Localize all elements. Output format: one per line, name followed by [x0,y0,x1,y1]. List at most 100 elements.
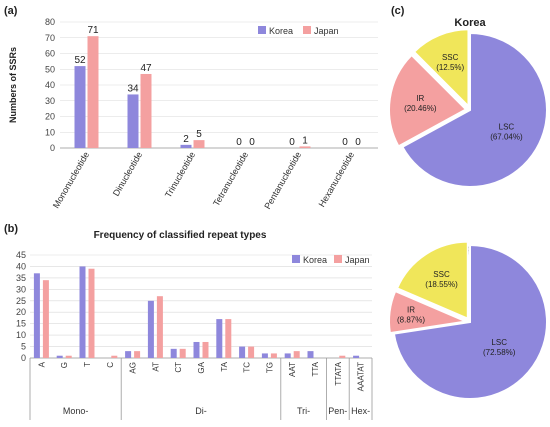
data-label-japan: 71 [87,25,99,36]
bar-korea [125,351,132,358]
pie-percent: (20.46%) [404,104,437,113]
data-label-japan: 1 [302,135,308,146]
bar-japan [111,355,118,358]
legend-label-japan: Japan [345,255,370,265]
bar-korea [261,353,268,358]
x-tick-label: C [106,362,115,368]
legend-label-japan: Japan [314,26,339,36]
x-tick-label: TTA [311,361,320,376]
pie-korea: Korea LSC(67.04%) IR(20.46%) SSC(12.5%) [388,17,548,188]
pie-slice-ir [388,53,468,148]
y-tick-label: 30 [45,96,55,106]
legend-swatch-korea [258,26,266,34]
pie-label: LSC [499,123,515,132]
group-label: Hex- [351,406,370,416]
x-tick-label: Tetranucleotide [211,150,250,208]
pie-label: SSC [442,53,459,62]
bar-korea [127,94,139,148]
y-tick-label: 20 [16,307,26,317]
pie-slice-ssc [412,28,470,109]
chart-b: Frequency of classified repeat types 05 10… [16,230,373,420]
bar-japan [339,355,346,358]
pie-percent: (72.58%) [483,348,516,357]
data-label-korea: 0 [342,137,348,148]
y-axis-label: Numbers of SSRs [8,47,18,123]
y-tick-label: 30 [16,284,26,294]
x-tick-label: TC [243,362,252,373]
data-label-korea: 34 [127,83,139,94]
y-tick-label: 70 [45,33,55,43]
y-tick-label: 60 [45,49,55,59]
pie-slice-ir [388,289,470,335]
y-tick-label: 15 [16,319,26,329]
y-tick-label: 25 [16,296,26,306]
pie-label: SSC [433,270,450,279]
legend-label-korea: Korea [303,255,327,265]
pie-slice-ssc [395,240,469,321]
bar-japan [248,346,255,358]
x-tick-label: G [60,362,69,368]
y-tick-label: 80 [45,17,55,27]
data-label-japan: 0 [249,137,255,148]
y-tick-label: 10 [45,127,55,137]
bar-japan [193,140,205,148]
data-label-korea: 0 [236,137,242,148]
legend-swatch-japan [303,26,311,34]
bar-korea [239,346,246,358]
panel-label-a: (a) [4,5,18,17]
bar-japan [134,351,141,358]
bar-korea [74,66,86,148]
group-label: Di- [195,406,207,416]
x-tick-label: GA [197,361,206,373]
x-tick-label: TG [265,362,274,373]
y-tick-label: 10 [16,330,26,340]
data-label-japan: 5 [196,129,202,140]
pie-japan: JapanLSC(72.58%)IR(8.87%)SSC(18.55%) [388,240,548,400]
bar-japan [87,36,99,148]
bar-japan [270,353,277,358]
bar-korea [170,348,177,358]
x-tick-label: Hexanucleotide [317,150,357,209]
y-tick-label: 0 [50,143,55,153]
pie-slice-lsc [392,243,548,400]
bar-korea [33,273,40,358]
group-label: Tri- [297,406,310,416]
x-tick-label: AG [129,362,138,374]
legend-label-korea: Korea [269,26,293,36]
bar-korea [180,144,192,148]
panel-label-b: (b) [4,223,18,235]
legend-swatch-korea [292,255,300,263]
data-label-korea: 52 [74,55,86,66]
x-tick-label: A [37,361,46,367]
x-tick-label: Pentanucleotide [262,150,303,211]
data-label-japan: 0 [355,137,361,148]
panel-label-c: (c) [391,5,405,17]
pie-label: IR [407,305,415,314]
bar-korea [79,266,86,358]
bar-japan [179,348,186,358]
x-tick-label: T [83,362,92,367]
y-tick-label: 40 [16,261,26,271]
x-tick-label: AAT [288,362,297,377]
legend-swatch-japan [334,255,342,263]
bar-japan [299,146,311,148]
x-tick-label: AT [151,362,160,372]
data-label-korea: 0 [289,137,295,148]
bar-korea [284,353,291,358]
group-label: Pen- [328,406,347,416]
bar-japan [202,341,209,358]
bar-japan [156,296,163,358]
pie-slice-lsc [401,31,548,188]
x-tick-label: CT [174,362,183,373]
pie-label: IR [416,94,424,103]
pie-percent: (67.04%) [490,133,523,142]
bar-japan [88,268,95,358]
bar-korea [56,355,63,358]
bar-japan [140,73,152,148]
x-tick-label: TA [220,361,229,371]
bar-korea [216,319,223,358]
pie-label: LSC [491,338,507,347]
data-label-korea: 2 [183,134,189,145]
y-tick-label: 40 [45,80,55,90]
